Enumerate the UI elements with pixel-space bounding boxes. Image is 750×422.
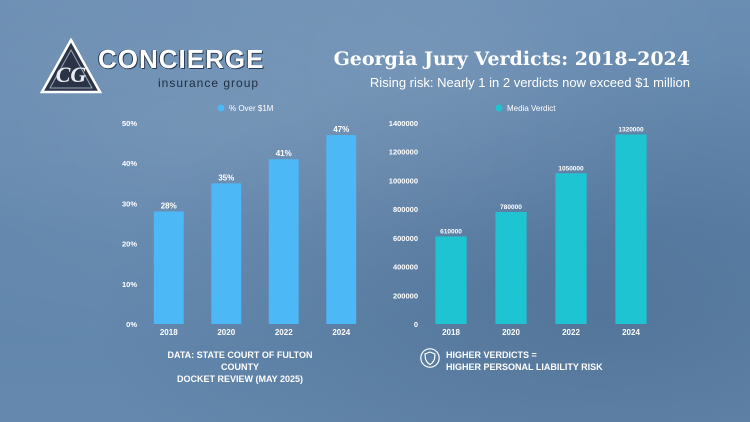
- y-tick-label: 10%: [122, 280, 137, 289]
- data-source-line-2: DOCKET REVIEW (MAY 2025): [176, 374, 304, 384]
- y-tick-label: 800000: [393, 205, 418, 214]
- median-verdict-chart: Media Verdict 0 200000 400000 600000 800000 10…: [389, 104, 647, 337]
- legend: % Over $1M: [217, 104, 274, 113]
- page-title: Georgia Jury Verdicts: 2018–2024: [333, 48, 690, 70]
- y-tick-label: 1200000: [389, 148, 418, 157]
- x-tick-label: 2022: [275, 328, 293, 337]
- data-source-line-1: DATA: STATE COURT OF FULTON COUNTY: [167, 350, 313, 372]
- data-source-note: DATA: STATE COURT OF FULTON COUNTY DOCKE…: [150, 349, 330, 385]
- bar-2022: [268, 159, 299, 324]
- bar-2022: [555, 173, 587, 324]
- logo-emblem: CG: [40, 38, 102, 94]
- data-label: 28%: [161, 201, 177, 210]
- bar-2024: [615, 134, 647, 324]
- y-tick-label: 1000000: [389, 176, 418, 185]
- legend: Media Verdict: [495, 104, 556, 113]
- risk-note-line-1: HIGHER VERDICTS =: [446, 350, 537, 360]
- y-tick-label: 20%: [122, 240, 137, 249]
- data-label: 35%: [218, 173, 234, 182]
- legend-label: % Over $1M: [229, 104, 274, 113]
- legend-swatch: [495, 104, 503, 112]
- bar-2018: [435, 236, 467, 324]
- risk-note-line-2: HIGHER PERSONAL LIABILITY RISK: [446, 362, 603, 372]
- risk-note: HIGHER VERDICTS = HIGHER PERSONAL LIABIL…: [446, 349, 666, 373]
- y-tick-label: 40%: [122, 159, 137, 168]
- x-tick-label: 2024: [622, 328, 640, 337]
- y-tick-label: 30%: [122, 199, 137, 208]
- x-tick-label: 2020: [217, 328, 235, 337]
- y-tick-label: 1400000: [389, 119, 418, 128]
- x-tick-label: 2018: [160, 328, 178, 337]
- legend-swatch: [217, 104, 225, 112]
- bar-2018: [153, 211, 184, 324]
- svg-text:CG: CG: [56, 62, 87, 87]
- y-tick-label: 50%: [122, 119, 137, 128]
- y-tick-label: 0: [414, 320, 418, 329]
- data-label: 47%: [333, 125, 349, 134]
- page-subtitle: Rising risk: Nearly 1 in 2 verdicts now …: [369, 75, 690, 90]
- y-tick-label: 0%: [126, 320, 137, 329]
- data-label: 1050000: [558, 165, 584, 172]
- logo-name: CONCIERGE: [98, 44, 265, 74]
- data-label: 610000: [440, 228, 462, 235]
- bar-2020: [495, 212, 527, 324]
- y-tick-label: 400000: [393, 263, 418, 272]
- x-tick-label: 2018: [442, 328, 460, 337]
- shield-icon: [420, 348, 440, 368]
- bar-2020: [211, 183, 242, 324]
- percent-over-1m-chart: % Over $1M 0% 10% 20% 30% 40% 50% 28% 2018 35% 202…: [122, 104, 357, 337]
- x-tick-label: 2020: [502, 328, 520, 337]
- legend-label: Media Verdict: [507, 104, 556, 113]
- y-tick-label: 200000: [393, 291, 418, 300]
- data-label: 41%: [276, 149, 292, 158]
- data-label: 1320000: [618, 126, 644, 133]
- logo-tagline: insurance group: [158, 76, 260, 90]
- company-logo: CG CONCIERGE insurance group: [40, 38, 280, 98]
- y-tick-label: 600000: [393, 234, 418, 243]
- data-label: 780000: [500, 204, 522, 211]
- x-tick-label: 2022: [562, 328, 580, 337]
- bar-2024: [326, 135, 357, 324]
- x-tick-label: 2024: [332, 328, 350, 337]
